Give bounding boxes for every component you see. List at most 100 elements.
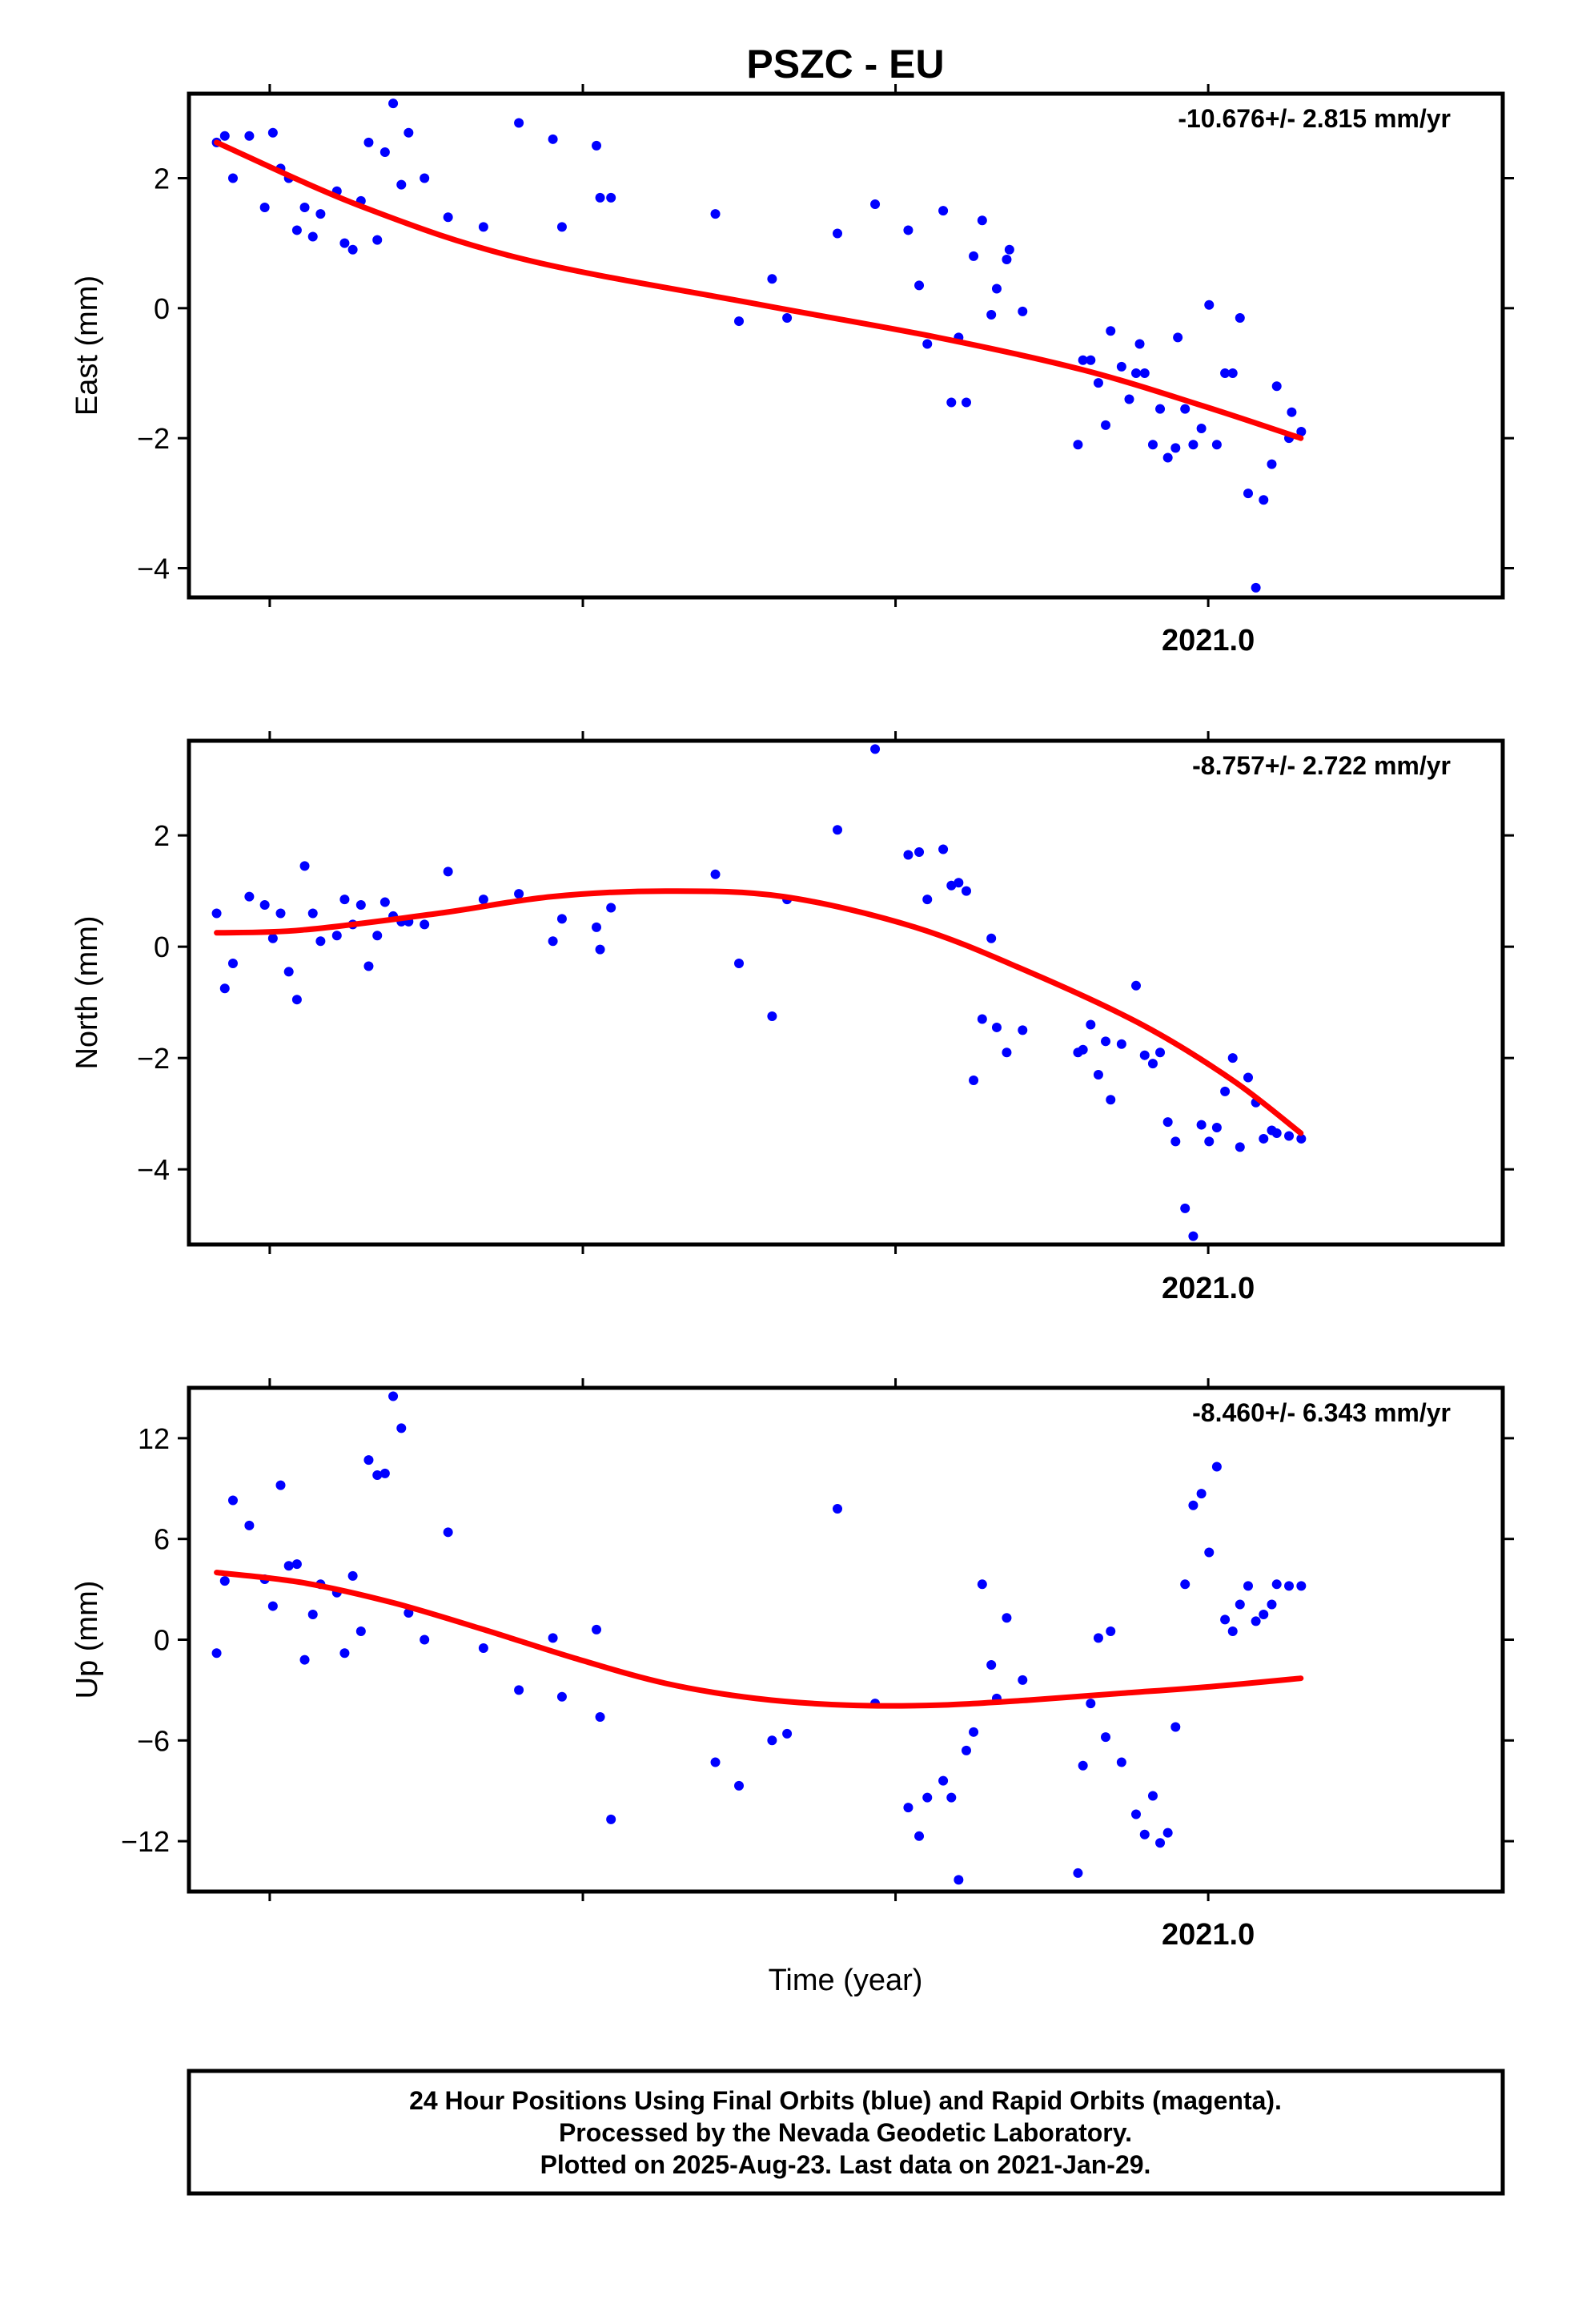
up-data-point — [443, 1527, 453, 1538]
north-frame — [187, 738, 1505, 1247]
east-data-point — [914, 280, 925, 291]
up-data-point — [1106, 1626, 1116, 1637]
north-data-point — [1130, 980, 1141, 991]
up-data-point — [961, 1745, 971, 1755]
east-data-point — [379, 147, 390, 158]
up-data-point — [219, 1576, 230, 1586]
east-data-point — [710, 209, 721, 219]
up-data-point — [1259, 1610, 1269, 1620]
up-data-point — [1296, 1581, 1307, 1591]
east-data-point — [372, 235, 383, 245]
north-data-point — [922, 895, 933, 905]
east-data-layer — [211, 99, 1307, 593]
north-ylabel: North (mm) — [70, 915, 104, 1069]
north-data-point — [1211, 1123, 1222, 1133]
north-ytick-label: 2 — [154, 819, 170, 852]
east-data-point — [299, 203, 310, 213]
east-ytick-label: 2 — [154, 163, 170, 195]
north-data-point — [514, 889, 524, 899]
east-data-point — [1002, 254, 1012, 264]
north-data-point — [339, 895, 350, 905]
east-data-point — [1259, 495, 1269, 505]
east-data-point — [388, 99, 399, 109]
east-xtick-label: 2021.0 — [1162, 624, 1255, 657]
east-data-point — [1101, 420, 1111, 430]
up-data-point — [1227, 1626, 1238, 1637]
north-data-point — [595, 944, 605, 955]
north-data-point — [283, 967, 294, 977]
east-data-point — [267, 127, 278, 138]
east-data-point — [1073, 440, 1083, 450]
north-data-point — [1170, 1136, 1181, 1147]
north-data-point — [1018, 1025, 1028, 1035]
up-data-point — [734, 1780, 745, 1791]
east-data-point — [307, 231, 318, 242]
footer-box — [187, 2069, 1505, 2196]
east-data-point — [734, 316, 745, 327]
north-data-point — [1101, 1036, 1111, 1047]
up-data-point — [379, 1468, 390, 1478]
up-data-point — [1086, 1699, 1096, 1709]
north-data-point — [977, 1014, 987, 1024]
up-data-point — [1073, 1868, 1083, 1878]
north-data-point — [606, 903, 616, 913]
up-data-point — [355, 1626, 366, 1637]
footer-line-1: 24 Hour Positions Using Final Orbits (bl… — [409, 2086, 1282, 2115]
up-data-point — [388, 1391, 399, 1401]
north-data-point — [1259, 1133, 1269, 1144]
north-data-point — [1147, 1059, 1158, 1069]
east-data-point — [1296, 427, 1307, 437]
east-data-point — [1243, 489, 1254, 499]
east-data-point — [396, 179, 407, 190]
east-data-point — [1130, 368, 1141, 378]
up-rate-label: -8.460+/- 6.343 mm/yr — [1192, 1398, 1451, 1427]
east-data-point — [1211, 440, 1222, 450]
north-data-point — [315, 936, 326, 947]
north-data-point — [291, 995, 302, 1005]
east-data-point — [1162, 452, 1173, 463]
up-data-point — [267, 1601, 278, 1611]
east-panel: −4 −2 0 2 2021.0 East (mm) -10.676+/- 2.815 mm… — [70, 84, 1514, 657]
up-ytick-label: −12 — [121, 1825, 170, 1858]
north-data-point — [1139, 1050, 1150, 1060]
up-data-point — [1180, 1579, 1191, 1590]
north-data-point — [275, 908, 286, 919]
east-data-point — [595, 192, 605, 203]
up-ylabel: Up (mm) — [70, 1581, 104, 1699]
up-data-point — [903, 1803, 913, 1813]
up-data-point — [291, 1559, 302, 1570]
east-data-point — [961, 397, 971, 408]
east-data-point — [938, 206, 949, 216]
east-data-point — [870, 199, 881, 209]
up-data-point — [606, 1814, 616, 1824]
up-ytick-label: 0 — [154, 1624, 170, 1657]
north-data-point — [1271, 1128, 1282, 1138]
up-fit-line — [214, 1570, 1304, 1709]
north-data-point — [219, 983, 230, 994]
north-data-point — [1196, 1120, 1207, 1130]
north-data-point — [355, 900, 366, 911]
x-axis-title: Time (year) — [769, 1964, 923, 1997]
north-data-point — [734, 959, 745, 969]
east-data-point — [1267, 459, 1277, 469]
north-data-point — [372, 931, 383, 941]
north-ytick-label: 0 — [154, 931, 170, 963]
north-data-point — [1243, 1072, 1254, 1083]
up-data-point — [283, 1561, 294, 1571]
up-data-point — [396, 1423, 407, 1433]
up-data-point — [1155, 1838, 1166, 1848]
north-data-point — [1180, 1203, 1191, 1213]
up-data-point — [914, 1831, 925, 1841]
north-data-point — [1106, 1095, 1116, 1105]
up-data-point — [1251, 1616, 1261, 1626]
east-data-point — [1106, 326, 1116, 336]
east-ytick-label: −4 — [137, 552, 170, 585]
up-ytick-label: −6 — [137, 1724, 170, 1757]
up-data-point — [1130, 1809, 1141, 1819]
north-data-point — [1220, 1086, 1231, 1096]
chart-title: PSZC - EU — [746, 42, 944, 86]
up-data-point — [1211, 1462, 1222, 1472]
east-data-point — [833, 228, 843, 239]
east-data-point — [946, 397, 957, 408]
up-data-point — [1101, 1732, 1111, 1743]
